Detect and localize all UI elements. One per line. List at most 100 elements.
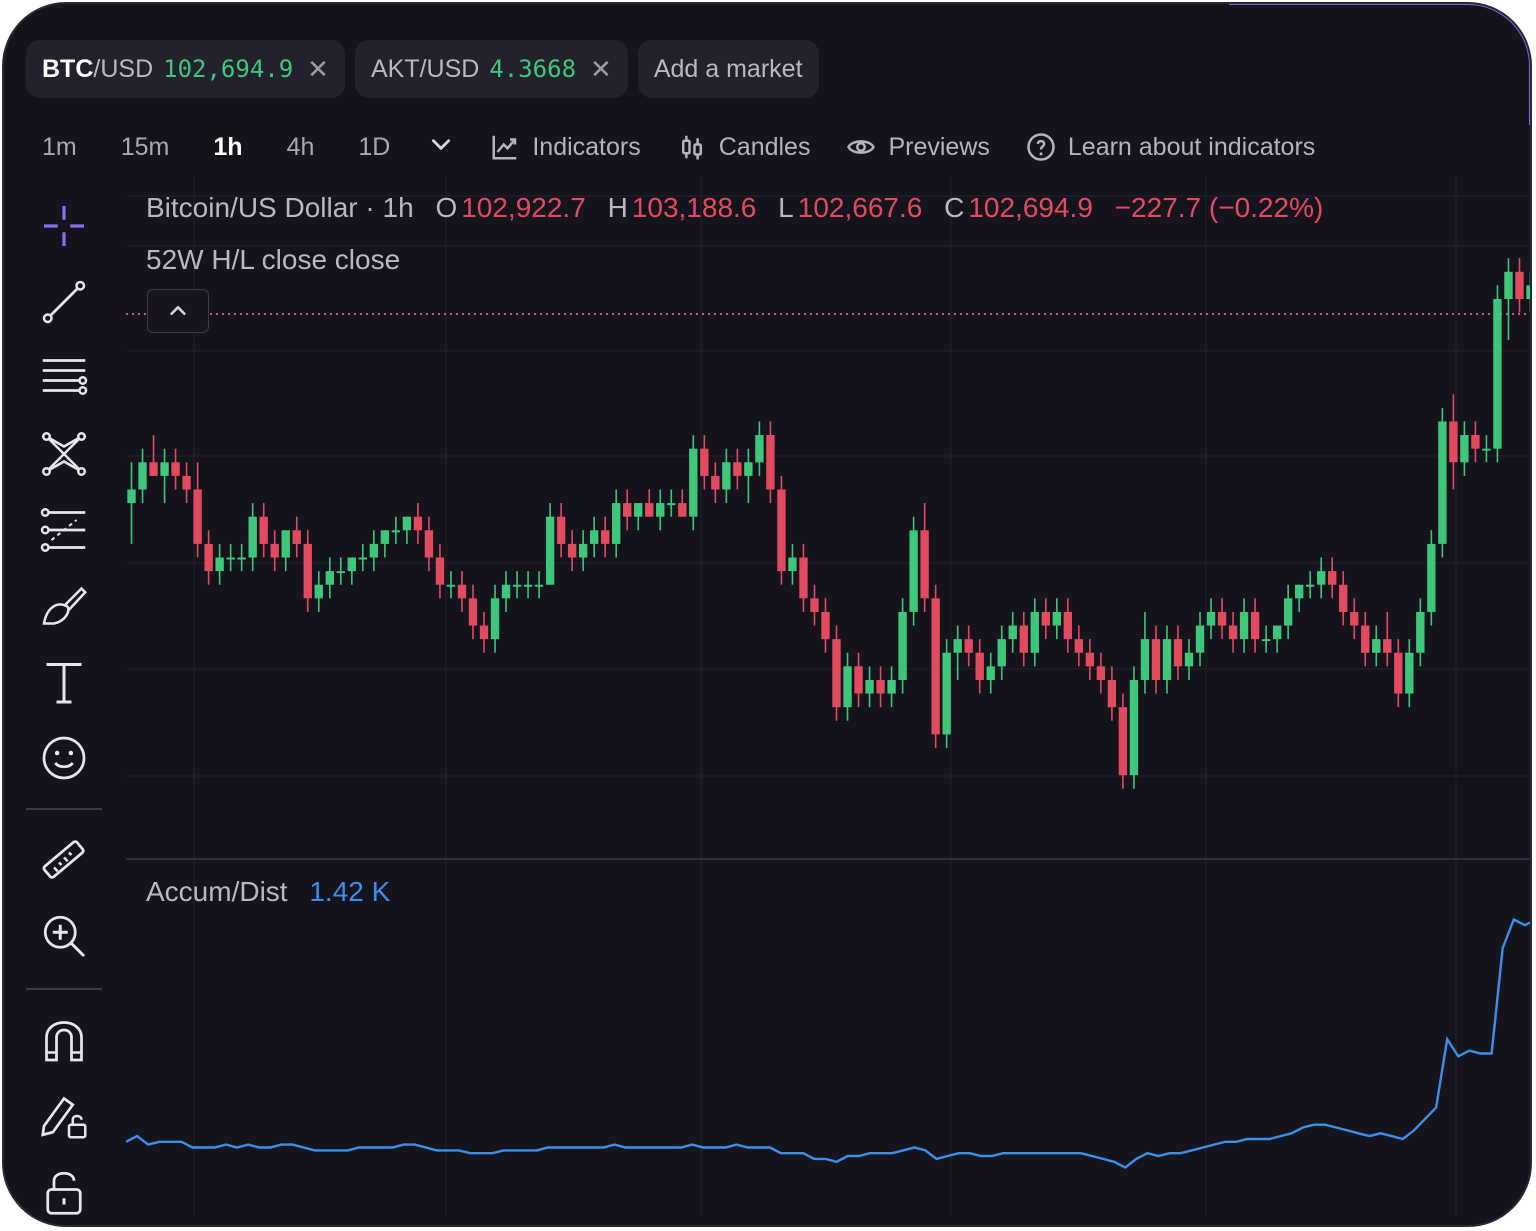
- market-tab-akt[interactable]: AKT/USD 4.3668 ✕: [355, 40, 628, 98]
- horizontal-lines-icon[interactable]: [38, 352, 90, 404]
- pattern-icon[interactable]: [38, 428, 90, 480]
- candle-body: [1416, 612, 1424, 653]
- candle-body: [1339, 585, 1347, 612]
- candle-body: [403, 517, 411, 531]
- candle-body: [942, 653, 950, 735]
- candle-body: [436, 558, 444, 585]
- lock-pencil-icon[interactable]: [38, 1090, 90, 1142]
- market-quote: /USD: [93, 55, 153, 83]
- help-icon: [1026, 132, 1056, 162]
- learn-indicators-label: Learn about indicators: [1068, 133, 1315, 162]
- candle-body: [1526, 285, 1532, 299]
- ad-value: 1.42 K: [309, 876, 390, 907]
- candle-body: [160, 462, 168, 476]
- previews-label: Previews: [888, 133, 989, 162]
- open-label: O: [435, 192, 457, 223]
- market-tabs: BTC/USD 102,694.9 ✕ AKT/USD 4.3668 ✕ Add…: [26, 40, 819, 98]
- candle-body: [138, 462, 146, 489]
- candle-body: [1075, 639, 1083, 653]
- candle-body: [447, 585, 455, 587]
- ad-legend: Accum/Dist 1.42 K: [146, 876, 390, 908]
- candle-body: [282, 530, 290, 557]
- candle-body: [832, 639, 840, 707]
- candle-body: [766, 435, 774, 489]
- candle-body: [1449, 421, 1457, 462]
- indicators-label: Indicators: [532, 133, 640, 162]
- candle-body: [1284, 598, 1292, 625]
- candle-body: [1009, 626, 1017, 640]
- brush-icon[interactable]: [38, 580, 90, 632]
- candle-body: [513, 585, 521, 587]
- candle-body: [1493, 299, 1501, 449]
- candle-body: [810, 598, 818, 612]
- text-icon[interactable]: [38, 656, 90, 708]
- candle-body: [182, 476, 190, 490]
- candle-body: [1185, 653, 1193, 667]
- collapse-legend-button[interactable]: [147, 289, 209, 333]
- candle-body: [1295, 585, 1303, 599]
- tool-divider: [26, 808, 102, 810]
- candle-body: [1383, 639, 1391, 653]
- trend-line-icon[interactable]: [38, 276, 90, 328]
- candle-body: [1394, 653, 1402, 694]
- previews-button[interactable]: Previews: [846, 132, 989, 162]
- candle-body: [1504, 272, 1512, 299]
- candle-body: [392, 530, 400, 532]
- market-quote: /USD: [420, 55, 480, 83]
- candle-body: [469, 598, 477, 625]
- candles-button[interactable]: Candles: [677, 132, 811, 162]
- indicators-button[interactable]: Indicators: [490, 132, 640, 162]
- candle-body: [744, 462, 752, 476]
- timeframe-15m[interactable]: 15m: [121, 133, 170, 162]
- zoom-in-icon[interactable]: [38, 910, 90, 962]
- crosshair-icon[interactable]: [38, 200, 90, 252]
- close-label: C: [944, 192, 964, 223]
- candle-body: [1097, 666, 1105, 680]
- candle-body: [215, 558, 223, 572]
- ad-line: [126, 920, 1532, 1168]
- ruler-icon[interactable]: [38, 834, 90, 886]
- candle-body: [998, 639, 1006, 666]
- candle-body: [1361, 626, 1369, 653]
- timeframe-1m[interactable]: 1m: [42, 133, 77, 162]
- candle-body: [1229, 626, 1237, 640]
- candle-body: [414, 517, 422, 531]
- market-base: AKT: [371, 55, 420, 83]
- candle-body: [535, 585, 543, 587]
- ohlc-legend: Bitcoin/US Dollar · 1h O 102,922.7 H 103,1…: [146, 192, 1323, 224]
- candle-body: [1405, 653, 1413, 694]
- candle-body: [248, 517, 256, 558]
- emoji-icon[interactable]: [38, 732, 90, 784]
- candle-body: [260, 517, 268, 544]
- candle-body: [612, 503, 620, 544]
- candle-body: [876, 680, 884, 694]
- timeframe-4h[interactable]: 4h: [287, 133, 315, 162]
- timeframe-1h[interactable]: 1h: [213, 133, 242, 162]
- candle-body: [1130, 680, 1138, 775]
- market-tab-btc[interactable]: BTC/USD 102,694.9 ✕: [26, 40, 345, 98]
- close-icon[interactable]: ✕: [307, 54, 329, 85]
- candle-body: [965, 639, 973, 653]
- fib-icon[interactable]: [38, 504, 90, 556]
- lock-icon[interactable]: [38, 1166, 90, 1218]
- candle-body: [1273, 626, 1281, 640]
- chevron-down-icon[interactable]: [428, 131, 454, 164]
- candle-body: [788, 558, 796, 572]
- add-market-button[interactable]: Add a market: [638, 40, 819, 98]
- candle-body: [193, 489, 201, 543]
- candle-body: [204, 544, 212, 571]
- close-icon[interactable]: ✕: [590, 54, 612, 85]
- candle-body: [304, 544, 312, 598]
- candle-body: [920, 530, 928, 598]
- indicator-legend: 52W H/L close close: [146, 244, 400, 276]
- learn-indicators-button[interactable]: Learn about indicators: [1026, 132, 1315, 162]
- candle-body: [1152, 639, 1160, 680]
- candle-body: [326, 571, 334, 585]
- timeframe-1d[interactable]: 1D: [358, 133, 390, 162]
- candle-body: [1240, 612, 1248, 639]
- candle-body: [381, 530, 389, 544]
- price-chart[interactable]: [126, 176, 1532, 1216]
- magnet-icon[interactable]: [38, 1014, 90, 1066]
- candle-body: [987, 666, 995, 680]
- candle-body: [568, 544, 576, 558]
